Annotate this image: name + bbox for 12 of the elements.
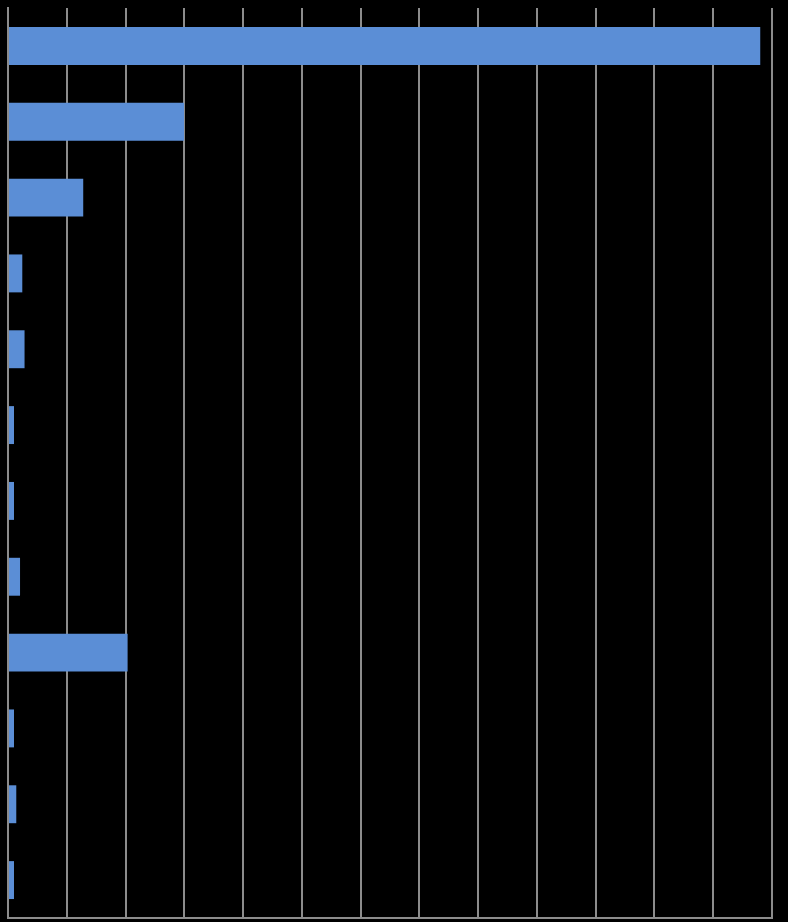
bar xyxy=(9,785,17,824)
bar xyxy=(9,254,23,293)
bar xyxy=(9,861,15,900)
bar xyxy=(9,178,84,217)
bar xyxy=(9,557,21,596)
bar xyxy=(9,330,25,369)
bar xyxy=(9,102,185,141)
bar xyxy=(9,633,128,672)
bar xyxy=(9,481,15,520)
bar xyxy=(9,709,15,748)
bar xyxy=(9,406,15,445)
bar xyxy=(9,26,761,65)
